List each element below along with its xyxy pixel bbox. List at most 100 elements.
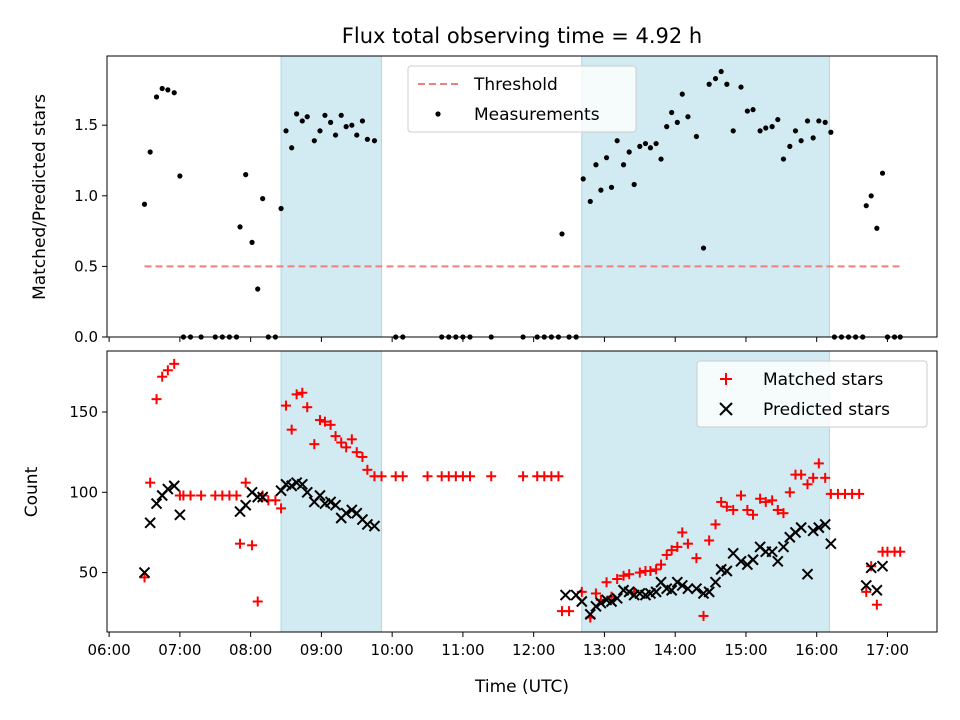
measurement-point — [343, 124, 349, 130]
measurement-point — [147, 149, 153, 155]
predicted-star-point — [772, 555, 784, 568]
top-y-ticks: 0.0 0.5 1.0 1.5 — [74, 116, 107, 346]
predicted-star-point — [703, 586, 715, 598]
matched-star-point — [861, 586, 872, 597]
matched-star-point — [618, 570, 629, 581]
bottom-legend: Matched stars Predicted stars — [696, 360, 928, 428]
predicted-star-point — [285, 480, 298, 492]
measurement-point — [810, 135, 816, 141]
measurement-point — [730, 128, 736, 134]
measurement-point — [637, 143, 643, 149]
measurement-point — [587, 198, 593, 205]
measurement-point — [289, 145, 295, 151]
predicted-star-point — [174, 509, 186, 521]
predicted-star-point — [801, 568, 814, 580]
matched-star-point — [767, 495, 778, 506]
matched-star-point — [601, 577, 612, 588]
predicted-star-point — [138, 566, 151, 579]
predicted-star-point — [346, 504, 358, 516]
measurement-point — [255, 286, 261, 292]
predicted-star-point — [676, 579, 688, 592]
matched-star-point — [735, 490, 746, 501]
matched-star-point — [330, 431, 341, 442]
measurement-point — [798, 138, 804, 144]
x-tick-label: 10:00 — [371, 641, 414, 659]
measurement-point — [664, 124, 670, 130]
matched-star-point — [196, 490, 207, 501]
matched-star-point — [866, 561, 877, 572]
bottom-y-axis-label: Count — [22, 466, 42, 517]
predicted-stars-legend-marker — [719, 402, 733, 416]
predicted-star-point — [671, 576, 684, 588]
matched-star-point — [698, 610, 709, 621]
measurement-point — [780, 156, 787, 162]
matched-star-point — [151, 394, 162, 405]
measurement-point — [874, 225, 880, 231]
predicted-star-point — [584, 608, 596, 621]
matched-star-point — [755, 493, 766, 504]
measurement-point — [559, 231, 565, 237]
measurement-point — [177, 173, 183, 179]
measurement-point — [364, 136, 370, 142]
matched-star-point — [422, 471, 433, 482]
predicted-star-point — [252, 491, 264, 503]
bottom-axes-frame — [106, 350, 938, 633]
measurement-point — [750, 107, 756, 113]
matched-star-point — [341, 442, 352, 453]
matched-star-point — [351, 447, 362, 458]
predicted-star-point — [340, 507, 352, 519]
x-tick-label: 09:00 — [300, 641, 343, 659]
predicted-star-point — [275, 484, 287, 497]
matched-star-point — [871, 599, 882, 610]
measurement-point — [327, 119, 334, 125]
measurement-point — [141, 201, 148, 207]
measurement-point — [171, 90, 177, 96]
measurement-point — [620, 162, 627, 168]
matched-star-point — [309, 439, 320, 450]
matched-star-point — [661, 549, 672, 560]
predicted-star-point — [329, 499, 342, 511]
predicted-star-point — [296, 478, 309, 490]
measurement-point — [653, 140, 659, 147]
predicted-star-point — [595, 597, 607, 609]
matched-star-point — [325, 419, 336, 430]
threshold-legend-label: Threshold — [473, 75, 558, 95]
measurement-point — [775, 116, 781, 123]
matched-star-point — [710, 519, 721, 530]
measurement-point — [626, 149, 632, 155]
matched-star-point — [645, 565, 656, 576]
matched-star-point — [564, 606, 575, 617]
predicted-star-point — [825, 537, 837, 550]
x-tick-label: 08:00 — [229, 641, 272, 659]
measurement-point — [738, 84, 744, 90]
x-tick-label: 06:00 — [88, 641, 131, 659]
x-tick-label: 17:00 — [866, 641, 909, 659]
predicted-star-point — [813, 521, 825, 534]
top-x-ticks — [108, 337, 888, 342]
matched-star-point — [772, 504, 783, 515]
matched-star-point — [397, 471, 408, 482]
predicted-stars-legend-label: Predicted stars — [763, 400, 890, 420]
predicted-star-point — [162, 483, 174, 495]
y-tick-label: 0.0 — [74, 328, 98, 346]
y-tick-label: 1.5 — [74, 116, 98, 134]
predicted-star-point — [709, 576, 722, 588]
matched-star-point — [336, 437, 347, 448]
predicted-star-point — [819, 518, 831, 531]
matched-star-point — [231, 490, 242, 501]
predicted-star-point — [239, 499, 252, 511]
x-tick-label: 16:00 — [795, 641, 838, 659]
matched-star-point — [813, 458, 824, 469]
measurements-points — [141, 68, 903, 340]
measurement-point — [769, 124, 775, 130]
predicted-star-point — [766, 546, 778, 558]
measurement-point — [792, 128, 799, 134]
top-y-axis-label: Matched/Predicted stars — [30, 94, 50, 300]
matched-star-point — [748, 509, 759, 520]
measurement-point — [658, 156, 664, 162]
predicted-star-point — [144, 517, 156, 529]
measurement-point — [603, 155, 610, 161]
matched-star-point — [612, 574, 623, 585]
predicted-star-point — [690, 582, 703, 595]
measurement-point — [359, 118, 366, 124]
